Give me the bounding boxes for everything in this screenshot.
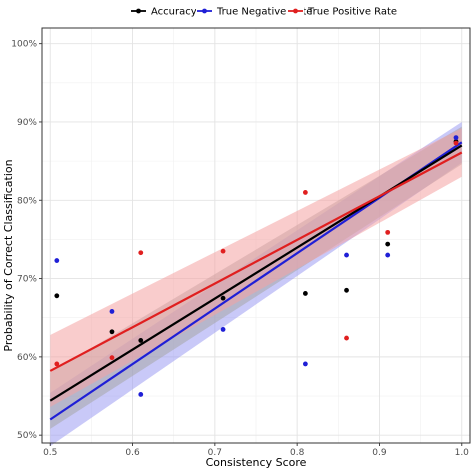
x-tick-label: 0.9: [372, 448, 387, 458]
plot-panel: [41, 27, 471, 447]
y-tick-label: 100%: [11, 40, 37, 50]
data-point: [344, 252, 349, 258]
data-point: [54, 258, 60, 263]
x-tick-label: 1.0: [455, 448, 470, 458]
data-point: [54, 293, 60, 299]
data-point: [220, 248, 226, 254]
x-axis-title: Consistency Score: [206, 456, 307, 469]
fit-line: [49, 151, 463, 372]
legend-key-point: [202, 8, 207, 14]
data-point: [109, 309, 115, 314]
data-point: [302, 361, 308, 367]
legend-key-point: [136, 8, 141, 14]
data-point: [138, 392, 144, 397]
legend-key-point: [293, 8, 298, 14]
data-point: [109, 329, 115, 335]
data-point: [220, 327, 226, 332]
data-point: [220, 295, 226, 301]
data-point: [302, 291, 308, 296]
plot-panel-border: [41, 27, 471, 444]
y-tick-label: 90%: [17, 118, 37, 128]
data-point: [138, 338, 144, 343]
data-point: [54, 361, 60, 367]
data-point: [344, 335, 349, 341]
x-tick-label: 0.8: [290, 448, 305, 458]
data-point: [385, 241, 391, 247]
legend-entry-label: True Negative Rate: [216, 7, 312, 18]
data-point: [453, 135, 459, 141]
data-point: [385, 229, 391, 235]
y-tick-label: 70%: [17, 275, 37, 285]
data-point: [453, 140, 459, 146]
data-point: [385, 252, 391, 258]
legend-entry-label: True Positive Rate: [307, 7, 397, 18]
y-axis-title: Probability of Correct Classification: [2, 159, 15, 351]
data-points: [54, 135, 459, 397]
y-tick-label: 80%: [17, 196, 37, 206]
y-axis: 50% 60% 70% 80% 90% 100%: [11, 40, 42, 441]
data-point: [344, 287, 349, 293]
x-tick-label: 0.7: [208, 448, 222, 458]
x-axis: 0.5 0.6 0.7 0.8 0.9 1.0: [43, 443, 469, 458]
data-point: [109, 355, 115, 361]
x-tick-label: 0.6: [125, 448, 140, 458]
data-point: [138, 250, 144, 256]
x-tick-label: 0.5: [43, 448, 57, 458]
y-tick-label: 50%: [17, 431, 37, 441]
legend-entry-label: Accuracy: [151, 7, 197, 18]
fit-lines: [49, 141, 463, 421]
y-tick-label: 60%: [17, 353, 37, 363]
data-point: [302, 190, 308, 195]
